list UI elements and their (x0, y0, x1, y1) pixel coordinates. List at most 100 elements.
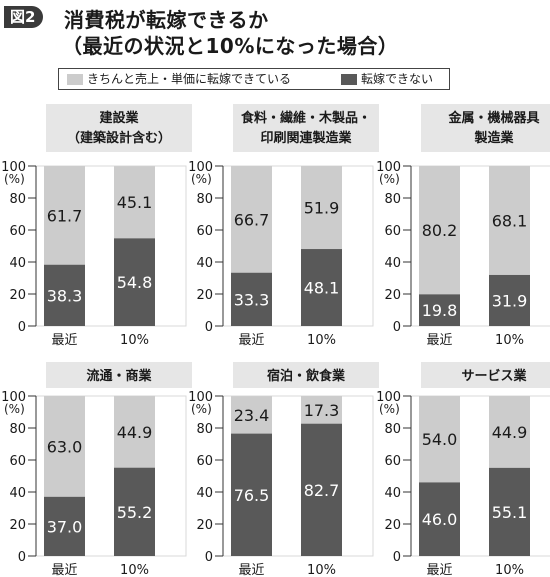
y-tick-label: 20 (9, 288, 26, 303)
data-label-not-transferable: 48.1 (304, 279, 340, 298)
y-tick-label: 60 (196, 454, 213, 469)
y-tick-label: 40 (9, 486, 26, 501)
bar-segment-transferable (419, 396, 460, 483)
y-tick-label: 100 (188, 160, 213, 175)
legend-label-transferable: きちんと売上・単価に転嫁できている (87, 72, 292, 86)
panel-title-bg (233, 362, 379, 388)
bar-segment-transferable (44, 166, 85, 265)
x-tick-label: 10% (495, 333, 524, 348)
bar-segment-not-transferable (114, 467, 155, 556)
bar-segment-not-transferable (489, 467, 530, 556)
legend-item-transferable: きちんと売上・単価に転嫁できている (67, 72, 291, 86)
y-tick-label: 20 (384, 518, 401, 533)
bar-segment-not-transferable (44, 264, 85, 326)
x-tick-label: 最近 (426, 563, 452, 577)
bar-segment-transferable (114, 166, 155, 239)
y-tick-label: 60 (9, 224, 26, 239)
figure-label: 図2 (4, 6, 44, 28)
bar-segment-not-transferable (301, 249, 342, 326)
y-tick-label: 60 (196, 224, 213, 239)
y-axis-label: (%) (379, 402, 400, 416)
x-tick-label: 最近 (426, 333, 452, 348)
bar-segment-transferable (419, 166, 460, 295)
panel-title-line: 印刷関連製造業 (260, 130, 352, 146)
data-label-transferable: 44.9 (492, 423, 528, 442)
y-tick-label: 100 (188, 390, 213, 405)
data-label-not-transferable: 54.8 (117, 273, 153, 292)
panel-title-line: 宿泊・飲食業 (267, 368, 346, 384)
y-axis-label: (%) (191, 402, 212, 416)
panel-title-line: 流通・商業 (86, 368, 152, 384)
legend-item-not-transferable: 転嫁できない (341, 72, 433, 86)
bar-segment-transferable (231, 396, 272, 434)
y-tick-label: 0 (393, 550, 401, 565)
bar-segment-transferable (114, 395, 155, 468)
y-axis-label: (%) (379, 172, 400, 186)
x-tick-label: 10% (307, 333, 336, 348)
figure-header: 図2 消費税が転嫁できるか （最近の状況と10%になった場合） (0, 0, 550, 60)
bar-segment-transferable (489, 396, 530, 468)
y-tick-label: 40 (9, 256, 26, 271)
panel-title-bg (421, 362, 550, 388)
data-label-transferable: 23.4 (234, 406, 270, 425)
data-label-transferable: 54.0 (422, 430, 458, 449)
data-label-transferable: 66.7 (234, 210, 270, 229)
data-label-not-transferable: 55.1 (492, 503, 528, 522)
y-tick-label: 40 (196, 256, 213, 271)
figure-title-line2: （最近の状況と10%になった場合） (62, 34, 399, 58)
chart-panel-1: 建設業 （建築設計含む） 0 20 40 60 80 100(%) 61.7 38.3 最近 45.1… (1, 104, 192, 348)
y-tick-label: 100 (1, 160, 26, 175)
legend-label-not-transferable: 転嫁できない (361, 72, 434, 86)
y-axis-label: (%) (191, 172, 212, 186)
bar-segment-transferable (301, 396, 342, 424)
y-tick-label: 40 (384, 256, 401, 271)
bar-segment-transferable (489, 166, 530, 275)
bar-segment-transferable (301, 166, 342, 250)
data-label-transferable: 51.9 (304, 199, 340, 218)
x-tick-label: 10% (495, 563, 524, 577)
x-tick-label: 10% (120, 333, 149, 348)
x-tick-label: 最近 (51, 563, 77, 577)
y-tick-label: 0 (18, 550, 26, 565)
y-axis-label: (%) (4, 172, 25, 186)
panel-title-line: （建築設計含む） (67, 130, 171, 146)
x-tick-label: 最近 (238, 563, 264, 577)
y-tick-label: 80 (384, 422, 401, 437)
y-tick-label: 60 (384, 454, 401, 469)
x-tick-label: 10% (120, 563, 149, 577)
y-tick-label: 20 (9, 518, 26, 533)
data-label-transferable: 63.0 (47, 437, 83, 456)
data-label-not-transferable: 19.8 (422, 301, 458, 320)
y-tick-label: 80 (9, 422, 26, 437)
data-label-not-transferable: 55.2 (117, 503, 153, 522)
data-label-transferable: 80.2 (422, 221, 458, 240)
y-tick-label: 80 (196, 192, 213, 207)
y-tick-label: 80 (9, 192, 26, 207)
data-label-not-transferable: 76.5 (234, 486, 270, 505)
panel-title-bg (46, 362, 192, 388)
data-label-not-transferable: 33.3 (234, 290, 270, 309)
y-tick-label: 0 (393, 320, 401, 335)
y-tick-label: 0 (205, 550, 213, 565)
data-label-transferable: 68.1 (492, 211, 528, 230)
panel-title-line: 製造業 (473, 130, 514, 146)
bar-segment-not-transferable (114, 238, 155, 326)
legend-swatch-transferable (67, 74, 83, 85)
panel-title-bg (421, 104, 550, 152)
bar-segment-not-transferable (419, 294, 460, 326)
data-label-transferable: 45.1 (117, 193, 153, 212)
x-tick-label: 最近 (238, 333, 264, 348)
y-tick-label: 20 (196, 518, 213, 533)
panel-title-line: 食料・繊維・木製品・ (241, 110, 371, 126)
bar-segment-not-transferable (419, 482, 460, 556)
y-tick-label: 0 (18, 320, 26, 335)
chart-panel-2: 食料・繊維・木製品・印刷関連製造業 0 20 40 60 80 100(%) 66.7 33.3… (188, 104, 379, 348)
data-label-transferable: 44.9 (117, 423, 153, 442)
y-tick-label: 60 (9, 454, 26, 469)
figure-title-line1: 消費税が転嫁できるか (64, 8, 269, 32)
x-tick-label: 最近 (51, 333, 77, 348)
y-tick-label: 100 (376, 160, 401, 175)
bar-segment-not-transferable (231, 272, 272, 326)
data-label-transferable: 17.3 (304, 401, 340, 420)
